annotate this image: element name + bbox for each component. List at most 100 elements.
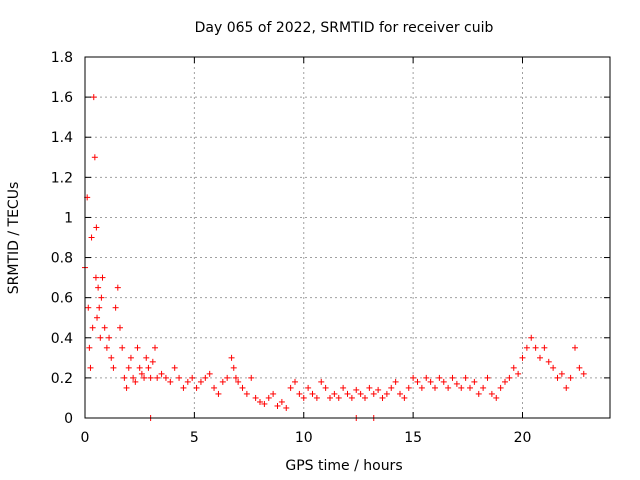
data-point xyxy=(322,384,329,391)
data-point xyxy=(215,390,222,397)
data-point xyxy=(134,344,141,351)
data-point xyxy=(162,374,169,381)
data-point xyxy=(493,394,500,401)
data-point xyxy=(270,390,277,397)
data-point xyxy=(558,370,565,377)
data-point xyxy=(348,394,355,401)
data-point xyxy=(392,378,399,385)
data-points xyxy=(82,94,587,421)
data-point xyxy=(366,384,373,391)
data-point xyxy=(292,378,298,385)
data-point xyxy=(117,324,123,331)
data-point xyxy=(309,390,316,397)
data-point xyxy=(114,284,121,291)
chart-title: Day 065 of 2022, SRMTID for receiver cui… xyxy=(195,20,494,36)
data-point xyxy=(123,384,130,391)
data-point xyxy=(414,378,421,385)
data-point xyxy=(353,386,360,393)
data-point xyxy=(488,390,495,397)
axis-ticks: 0 0.2 0.4 0.6 0.8 1 1.2 1.4 1.6 1.8 0 5 10 15 20 xyxy=(51,50,610,446)
data-point xyxy=(211,384,218,391)
y-tick-label: 0.2 xyxy=(51,371,73,387)
data-point xyxy=(344,390,351,397)
data-point xyxy=(528,334,535,341)
y-tick-label: 0.8 xyxy=(51,251,73,267)
data-point xyxy=(219,378,226,385)
y-tick-label: 0 xyxy=(64,411,73,427)
data-point xyxy=(235,378,242,385)
data-point xyxy=(497,384,504,391)
data-point xyxy=(305,384,312,391)
y-tick-label: 1.2 xyxy=(51,170,73,186)
data-point xyxy=(453,380,460,387)
y-tick-label: 1 xyxy=(64,210,73,226)
data-point xyxy=(96,304,103,311)
data-point xyxy=(143,354,150,361)
data-point xyxy=(95,284,102,291)
data-point xyxy=(112,304,119,311)
data-point xyxy=(331,390,338,397)
data-point xyxy=(423,374,430,381)
data-point xyxy=(248,374,255,381)
data-point xyxy=(125,364,132,371)
data-point xyxy=(149,358,156,365)
data-point xyxy=(458,384,465,391)
data-point xyxy=(340,384,347,391)
data-point xyxy=(193,384,200,391)
data-point xyxy=(563,384,570,391)
data-point xyxy=(97,334,104,341)
data-point xyxy=(287,384,294,391)
data-point xyxy=(576,364,583,371)
data-point xyxy=(580,370,587,377)
x-tick-label: 0 xyxy=(81,430,90,446)
data-point xyxy=(119,344,126,351)
data-point xyxy=(471,378,478,385)
data-point xyxy=(239,384,246,391)
data-point xyxy=(523,344,530,351)
data-point xyxy=(206,370,213,377)
data-point xyxy=(145,364,152,371)
data-point xyxy=(379,394,386,401)
data-point xyxy=(224,374,231,381)
data-point xyxy=(519,354,526,361)
data-point xyxy=(171,364,178,371)
data-point xyxy=(89,324,96,331)
data-point xyxy=(98,294,105,301)
data-point xyxy=(141,374,148,381)
data-point xyxy=(147,374,154,381)
data-point xyxy=(101,324,108,331)
data-point xyxy=(313,394,320,401)
y-tick-label: 1.4 xyxy=(51,130,73,146)
data-point xyxy=(265,394,272,401)
data-point xyxy=(230,364,237,371)
x-tick-label: 5 xyxy=(190,430,199,446)
x-tick-label: 15 xyxy=(404,430,422,446)
data-point xyxy=(510,364,517,371)
data-point xyxy=(232,374,239,381)
data-point xyxy=(130,374,137,381)
data-point xyxy=(550,364,557,371)
data-point xyxy=(427,378,434,385)
data-point xyxy=(388,384,395,391)
data-point xyxy=(572,344,578,351)
data-point xyxy=(154,374,161,381)
y-tick-label: 1.6 xyxy=(51,90,73,106)
data-point xyxy=(202,374,209,381)
data-point xyxy=(243,390,250,397)
data-point xyxy=(152,344,158,351)
data-point xyxy=(480,384,487,391)
data-point xyxy=(410,374,417,381)
data-point xyxy=(318,378,325,385)
y-tick-label: 0.4 xyxy=(51,331,73,347)
plot-frame xyxy=(84,56,611,419)
data-point xyxy=(228,354,235,361)
x-tick-label: 10 xyxy=(295,430,313,446)
data-point xyxy=(93,224,100,231)
data-point xyxy=(261,400,268,407)
data-point xyxy=(91,154,98,161)
data-point xyxy=(484,374,491,381)
data-point xyxy=(176,374,183,381)
data-point xyxy=(87,364,94,371)
data-point xyxy=(108,354,115,361)
data-point xyxy=(567,374,574,381)
